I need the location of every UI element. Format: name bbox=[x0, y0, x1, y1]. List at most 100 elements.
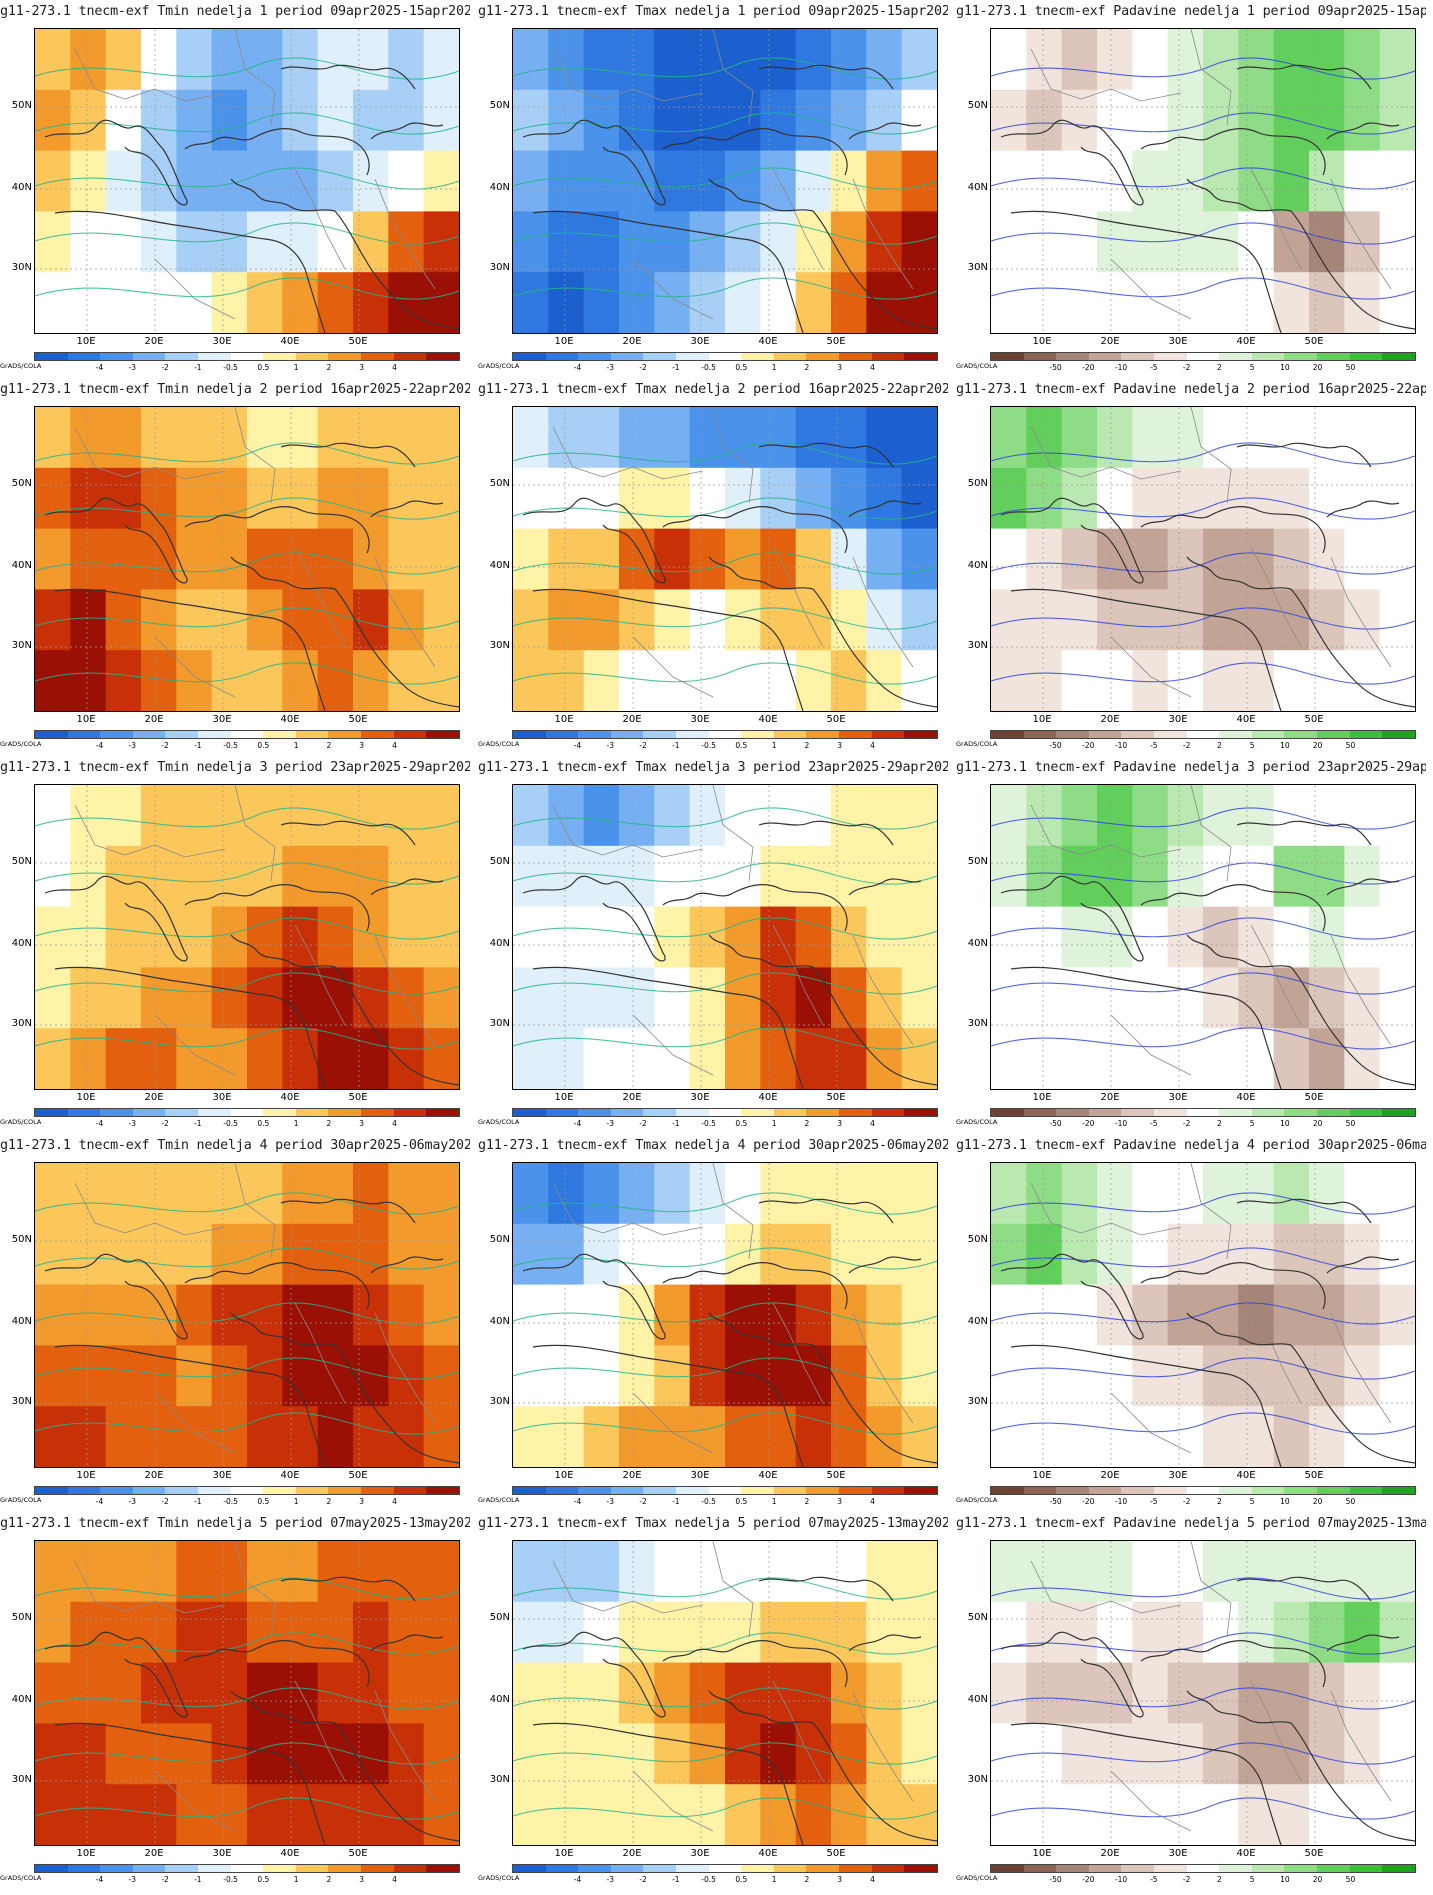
colorbar-segment bbox=[991, 1487, 1024, 1494]
anomaly-cell bbox=[654, 272, 691, 333]
border-line bbox=[1250, 1680, 1302, 1782]
grads-credit: GrADS/COLA bbox=[478, 1874, 520, 1882]
anomaly-cell bbox=[1026, 1662, 1063, 1724]
anomaly-cell bbox=[35, 589, 71, 651]
anomaly-cell bbox=[1203, 589, 1239, 651]
colorbar-tick-label: 20 bbox=[1312, 1875, 1323, 1884]
anomaly-cell bbox=[583, 906, 620, 968]
coastline bbox=[1000, 875, 1144, 962]
anomaly-cell bbox=[70, 1028, 107, 1089]
anomaly-cell bbox=[760, 967, 797, 1029]
colorbar bbox=[34, 730, 460, 739]
longitude-label: 30E bbox=[690, 336, 710, 347]
border-line bbox=[632, 1770, 714, 1832]
colorbar-segment bbox=[1251, 1487, 1285, 1494]
longitude-label: 10E bbox=[554, 1092, 574, 1103]
anomaly-cell bbox=[353, 845, 389, 908]
anomaly-cell bbox=[1273, 967, 1310, 1029]
anomaly-cell bbox=[317, 1541, 354, 1603]
anomaly-cell bbox=[548, 29, 585, 91]
anomaly-cell bbox=[901, 1406, 937, 1467]
anomaly-cell bbox=[689, 1223, 726, 1286]
colorbar-tick-label: 4 bbox=[392, 1875, 397, 1884]
anomaly-cell bbox=[105, 1345, 142, 1407]
contour-line bbox=[513, 862, 937, 885]
country-borders bbox=[552, 1163, 914, 1454]
anomaly-cell bbox=[211, 967, 248, 1029]
anomaly-cell bbox=[866, 967, 903, 1029]
border-line bbox=[1030, 48, 1182, 102]
contour-line bbox=[513, 1192, 937, 1215]
anomaly-cell bbox=[725, 1784, 761, 1845]
coastline bbox=[1140, 1262, 1326, 1310]
coastline bbox=[812, 210, 937, 330]
anomaly-cell bbox=[1026, 467, 1063, 530]
contour-line bbox=[35, 1302, 459, 1325]
anomaly-cell bbox=[654, 528, 691, 590]
anomaly-cell bbox=[1309, 1406, 1345, 1467]
border-line bbox=[1250, 924, 1302, 1026]
graticule bbox=[991, 407, 1415, 711]
colorbar-segment bbox=[806, 731, 840, 738]
anomaly-cell bbox=[105, 1662, 142, 1724]
anomaly-cell bbox=[176, 150, 213, 212]
anomaly-cell bbox=[1203, 211, 1239, 273]
grads-credit: GrADS/COLA bbox=[956, 1496, 998, 1504]
anomaly-cell bbox=[1273, 29, 1310, 91]
colorbar-tick-label: -20 bbox=[1082, 741, 1095, 750]
anomaly-cell bbox=[513, 1163, 549, 1225]
anomaly-cell bbox=[548, 1163, 585, 1225]
colorbar-tick-label: -2 bbox=[1182, 741, 1191, 750]
latitude-label: 50N bbox=[489, 478, 510, 489]
anomaly-cell bbox=[795, 89, 832, 152]
anomaly-field bbox=[991, 407, 1415, 711]
anomaly-cell bbox=[548, 650, 585, 711]
border-line bbox=[234, 785, 276, 882]
anomaly-cell bbox=[513, 1345, 549, 1407]
country-borders bbox=[1030, 1163, 1392, 1454]
anomaly-cell bbox=[513, 467, 549, 530]
anomaly-cell bbox=[548, 589, 585, 651]
colorbar-segment bbox=[1284, 1487, 1318, 1494]
colorbar-tick-label: 2 bbox=[1216, 1119, 1222, 1128]
coastlines bbox=[1000, 64, 1415, 333]
anomaly-cell bbox=[513, 1406, 549, 1467]
anomaly-cell bbox=[35, 29, 71, 91]
colorbar-tick-label: 2 bbox=[326, 1875, 332, 1884]
anomaly-field bbox=[35, 785, 459, 1089]
coastline bbox=[370, 1256, 444, 1274]
anomaly-cell bbox=[1309, 1723, 1345, 1785]
anomaly-cell bbox=[176, 407, 213, 469]
colorbar-tick-label: 4 bbox=[392, 1119, 397, 1128]
coastline bbox=[54, 1722, 326, 1845]
contour-line bbox=[991, 497, 1415, 520]
anomaly-cell bbox=[1344, 1223, 1381, 1286]
anomaly-cell bbox=[866, 785, 903, 847]
anomaly-cell bbox=[141, 906, 177, 968]
anomaly-cell bbox=[1238, 785, 1275, 847]
anomaly-cell bbox=[176, 967, 213, 1029]
graticule bbox=[35, 1163, 459, 1467]
coastline bbox=[708, 178, 814, 212]
anomaly-map bbox=[990, 1540, 1416, 1846]
anomaly-cell bbox=[1061, 1541, 1098, 1603]
grads-credit: GrADS/COLA bbox=[478, 740, 520, 748]
latitude-label: 50N bbox=[967, 100, 988, 111]
colorbar-segment bbox=[513, 731, 546, 738]
coastline bbox=[758, 442, 894, 468]
anomaly-cell bbox=[317, 589, 354, 651]
colorbar-tick-label: -3 bbox=[128, 363, 137, 372]
anomaly-cell bbox=[901, 1601, 937, 1664]
anomaly-cell bbox=[70, 29, 107, 91]
anomaly-cell bbox=[831, 89, 867, 152]
anomaly-field bbox=[991, 1541, 1415, 1845]
anomaly-cell bbox=[1273, 1541, 1310, 1603]
colorbar-tick-label: -0.5 bbox=[223, 363, 238, 372]
contour-line bbox=[35, 972, 459, 995]
anomaly-cell bbox=[247, 1723, 283, 1785]
anomaly-cell bbox=[1344, 1723, 1381, 1785]
anomaly-cell bbox=[1167, 407, 1204, 469]
colorbar-tick-label: -3 bbox=[128, 1497, 137, 1506]
longitude-label: 40E bbox=[1236, 1092, 1256, 1103]
anomaly-cell bbox=[388, 467, 425, 530]
